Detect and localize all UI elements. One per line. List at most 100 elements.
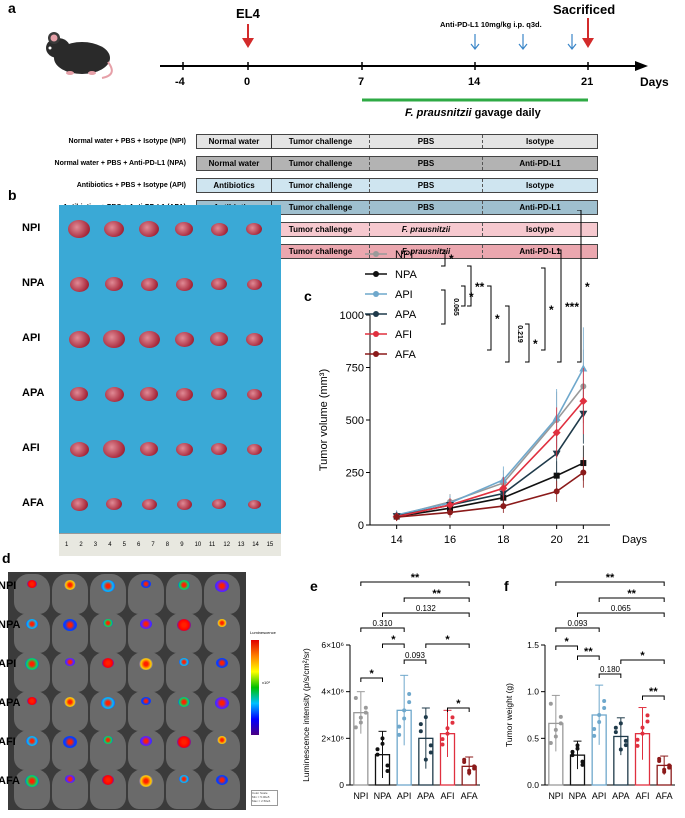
mouse-image bbox=[90, 691, 126, 731]
legend-marker bbox=[373, 251, 379, 257]
legend-marker bbox=[373, 291, 379, 297]
legend-label: AFI bbox=[395, 329, 412, 341]
data-point bbox=[623, 738, 628, 743]
significance-bracket bbox=[461, 285, 466, 307]
data-point bbox=[570, 749, 575, 754]
data-point bbox=[393, 514, 400, 521]
luminescence-signal bbox=[63, 619, 77, 631]
mouse-image bbox=[14, 652, 50, 692]
data-point bbox=[575, 746, 580, 751]
data-point bbox=[428, 743, 433, 748]
group-segment: PBS bbox=[370, 179, 483, 192]
tumor bbox=[210, 332, 228, 346]
tumor bbox=[210, 222, 228, 236]
comparison-label: * bbox=[391, 634, 396, 646]
data-point bbox=[570, 753, 575, 758]
data-point bbox=[613, 725, 618, 730]
group-row: Normal water + PBS + Isotype (NPI) Normal… bbox=[12, 134, 684, 149]
comparison-label: 0.132 bbox=[416, 604, 437, 613]
comparison-bracket bbox=[642, 695, 665, 700]
data-point bbox=[418, 729, 423, 734]
significance-bracket bbox=[505, 305, 510, 363]
tumor bbox=[245, 332, 263, 346]
ruler-number: 6 bbox=[137, 542, 141, 548]
y-tick-label: 0 bbox=[358, 520, 364, 532]
panel-e-letter: e bbox=[310, 578, 318, 594]
data-point bbox=[553, 488, 560, 495]
significance-bracket bbox=[441, 249, 446, 267]
ruler-number: 8 bbox=[165, 542, 170, 548]
data-point bbox=[640, 725, 645, 730]
data-point bbox=[375, 752, 380, 757]
mouse-image bbox=[128, 574, 164, 614]
data-point bbox=[667, 765, 672, 770]
tumor bbox=[106, 498, 122, 510]
significance-label: * bbox=[585, 280, 590, 294]
tumor bbox=[70, 387, 88, 401]
legend-marker bbox=[373, 351, 379, 357]
tumor-weight-chart: 0.0 0.5 1.0 1.5 Tumor weight (g) NPI NPA API APA… bbox=[504, 572, 675, 801]
group-segment: Normal water bbox=[197, 157, 272, 170]
group-segment: Anti-PD-L1 bbox=[519, 159, 561, 168]
significance-bracket bbox=[577, 210, 582, 363]
comparison-bracket bbox=[382, 643, 405, 648]
luminescence-signal bbox=[102, 775, 114, 785]
tumor bbox=[175, 222, 193, 236]
image-legend: Color Scale Min = 5.00e5 Max = 2.50e6 bbox=[251, 790, 278, 806]
luminescence-signal bbox=[63, 736, 77, 748]
group-segment: Isotype bbox=[525, 137, 554, 146]
data-point bbox=[397, 724, 402, 729]
tumor bbox=[246, 388, 262, 400]
data-point bbox=[462, 759, 467, 764]
ruler-number: 7 bbox=[151, 542, 155, 548]
mouse-image bbox=[52, 691, 88, 731]
data-point bbox=[553, 734, 558, 739]
ruler-number: 9 bbox=[180, 542, 184, 548]
gavage-label: F. prausnitzii gavage daily bbox=[405, 107, 541, 119]
luminescence-signal bbox=[103, 619, 113, 627]
data-point bbox=[553, 727, 558, 732]
significance-label: * bbox=[495, 312, 500, 326]
legend-marker bbox=[373, 271, 379, 277]
data-point bbox=[552, 428, 561, 437]
luminescence-signal bbox=[216, 658, 228, 668]
mouse-image bbox=[166, 652, 202, 692]
luminescence-signal bbox=[140, 736, 152, 746]
group-bar: Normal water Tumor challenge PBS Anti-PD-L1 bbox=[196, 156, 598, 171]
x-tick-label: 21 bbox=[577, 534, 589, 546]
luminescence-signal bbox=[139, 775, 153, 787]
tick-label: 7 bbox=[358, 76, 365, 88]
data-point bbox=[662, 769, 667, 774]
data-point bbox=[423, 715, 428, 720]
data-point bbox=[618, 747, 623, 752]
ruler-number: 14 bbox=[252, 542, 259, 548]
data-point bbox=[428, 750, 433, 755]
tumor bbox=[176, 498, 192, 510]
mouse-image bbox=[52, 652, 88, 692]
x-tick-label: AFI bbox=[635, 791, 649, 801]
luminescence-signal bbox=[25, 658, 39, 670]
tumor bbox=[104, 386, 124, 402]
panel-a-letter: a bbox=[8, 0, 16, 16]
mouse-image bbox=[90, 613, 126, 653]
data-point bbox=[358, 715, 363, 720]
data-point bbox=[363, 710, 368, 715]
comparison-bracket bbox=[360, 627, 405, 632]
luminescence-signal bbox=[26, 619, 38, 629]
tumor bbox=[247, 499, 261, 509]
data-point bbox=[635, 743, 640, 748]
luminescence-chart: 0 2×10⁶ 4×10⁶ 6×10⁶ Luminescence intensity (… bbox=[301, 572, 480, 801]
tumor bbox=[69, 276, 89, 292]
biolum-row-label: AFA bbox=[0, 775, 20, 787]
data-point bbox=[645, 719, 650, 724]
data-point bbox=[500, 503, 507, 510]
significance-bracket bbox=[541, 267, 546, 351]
comparison-label: 0.310 bbox=[372, 619, 393, 628]
data-point bbox=[558, 721, 563, 726]
data-point bbox=[548, 741, 553, 745]
luminescence-signal bbox=[177, 736, 191, 748]
luminescence-signal bbox=[65, 658, 75, 666]
tumor bbox=[211, 388, 227, 400]
data-point bbox=[423, 757, 428, 762]
data-point bbox=[548, 701, 553, 706]
